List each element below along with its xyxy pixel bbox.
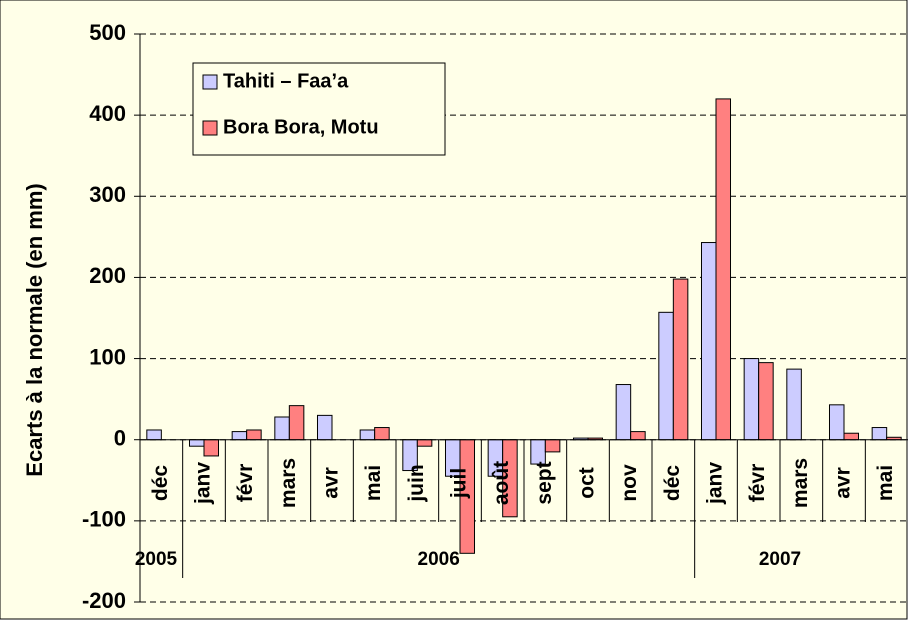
x-tick-label: févr: [234, 464, 257, 503]
year-label: 2007: [759, 549, 801, 570]
bar: [416, 439, 433, 447]
bar: [231, 431, 248, 441]
x-tick-label: avr: [320, 467, 343, 499]
x-tick-label: mai: [874, 465, 897, 501]
bar: [203, 439, 220, 457]
x-tick-label: nov: [618, 464, 641, 502]
y-tick-label: -200: [82, 588, 126, 613]
bar: [359, 429, 376, 441]
x-tick-label: janv: [704, 462, 727, 505]
x-tick-label: oct: [576, 467, 599, 499]
y-tick-label: 500: [89, 20, 126, 45]
bar: [374, 427, 390, 441]
x-tick-label: déc: [149, 465, 172, 502]
y-tick-label: -100: [82, 507, 126, 532]
legend-swatch: [202, 74, 218, 90]
legend-swatch: [202, 120, 218, 136]
bar: [828, 404, 845, 441]
y-axis-label: Ecarts à la normale (en mm): [22, 183, 47, 476]
bar: [658, 311, 674, 441]
bar: [188, 439, 205, 447]
x-tick-label: janv: [192, 462, 215, 505]
bar: [288, 405, 305, 441]
legend: [192, 62, 446, 156]
legend-label: Tahiti – Faa’a: [223, 70, 349, 92]
bar: [544, 439, 561, 453]
legend-label: Bora Bora, Motu: [223, 116, 379, 138]
bar: [700, 242, 717, 441]
x-tick-label: août: [490, 461, 513, 505]
x-tick-label: juin: [405, 464, 428, 502]
y-tick-label: 300: [89, 182, 126, 207]
bar: [743, 358, 760, 441]
bar: [786, 368, 802, 441]
bar: [615, 384, 632, 441]
x-tick-label: avr: [832, 467, 855, 499]
x-tick-label: déc: [661, 465, 684, 502]
bar: [530, 439, 546, 465]
bar: [146, 429, 162, 441]
y-tick-label: 400: [89, 101, 126, 126]
x-tick-label: févr: [746, 464, 769, 503]
bar: [843, 432, 860, 441]
bar: [871, 427, 888, 441]
bar: [758, 362, 774, 441]
bar: [316, 414, 333, 441]
year-label: 2006: [418, 549, 460, 570]
x-tick-label: mars: [277, 458, 300, 508]
y-tick-label: 100: [89, 344, 126, 369]
bar: [672, 278, 689, 441]
x-tick-label: mai: [362, 465, 385, 501]
x-tick-label: sept: [533, 461, 556, 504]
bar: [715, 98, 732, 441]
bar: [630, 431, 646, 441]
year-label: 2005: [135, 549, 178, 570]
bar: [274, 416, 290, 441]
x-tick-label: juil: [448, 468, 471, 499]
y-tick-label: 200: [89, 263, 126, 288]
y-tick-label: 0: [114, 426, 126, 451]
x-tick-label: mars: [789, 458, 812, 508]
bar: [246, 429, 262, 441]
